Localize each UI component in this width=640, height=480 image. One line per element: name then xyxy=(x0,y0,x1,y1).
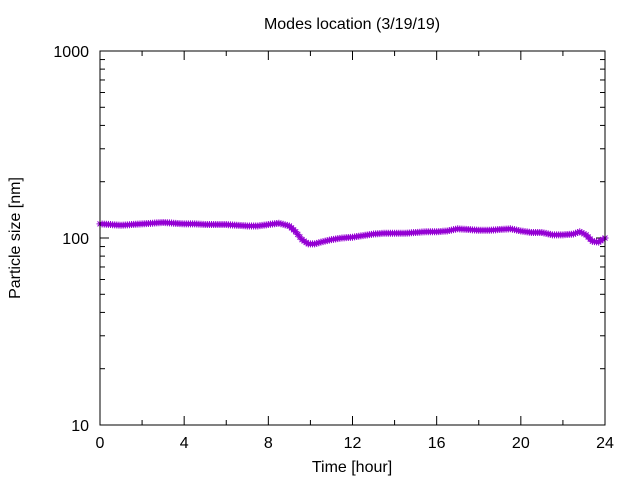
x-tick-label: 20 xyxy=(512,435,530,452)
data-point xyxy=(275,219,283,227)
data-point xyxy=(281,221,289,229)
y-tick-label: 1000 xyxy=(53,44,89,61)
data-point xyxy=(277,220,285,228)
data-point xyxy=(319,238,327,246)
data-point xyxy=(576,228,584,236)
y-axis-label: Particle size [nm] xyxy=(7,177,24,299)
data-point xyxy=(315,239,323,247)
y-tick-label: 100 xyxy=(62,231,89,248)
data-point xyxy=(311,240,319,248)
x-tick-label: 24 xyxy=(596,435,614,452)
x-tick-label: 8 xyxy=(264,435,273,452)
data-point xyxy=(569,230,577,238)
data-point xyxy=(599,235,607,243)
data-point xyxy=(283,221,291,229)
plot-frame xyxy=(99,50,606,426)
data-point xyxy=(321,237,329,245)
x-axis-label: Time [hour] xyxy=(312,459,392,476)
x-tick-label: 12 xyxy=(344,435,362,452)
data-point xyxy=(574,229,582,237)
x-tick-label: 0 xyxy=(96,435,105,452)
data-point xyxy=(597,237,605,245)
series-layer xyxy=(96,219,609,248)
x-tick-label: 16 xyxy=(428,435,446,452)
data-point xyxy=(578,229,586,237)
data-point xyxy=(323,237,331,245)
y-tick-label: 10 xyxy=(71,418,89,435)
chart-title: Modes location (3/19/19) xyxy=(264,16,440,33)
x-tick-label: 4 xyxy=(180,435,189,452)
data-point xyxy=(595,238,603,246)
data-point xyxy=(313,239,321,247)
data-point xyxy=(279,220,287,228)
axes: 0 4 8 12 16 20 24 10 100 1000 xyxy=(53,44,614,452)
data-point xyxy=(580,230,588,238)
series-markers xyxy=(96,219,609,248)
data-point xyxy=(325,236,333,244)
data-point xyxy=(317,238,325,246)
data-point xyxy=(572,229,580,237)
